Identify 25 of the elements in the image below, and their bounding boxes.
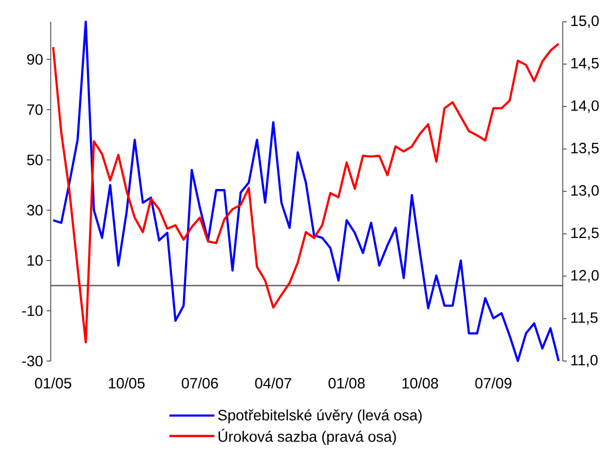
x-tick-label: 10/05 xyxy=(108,378,145,388)
y2-tick-label: 11,5 xyxy=(571,312,598,325)
y-tick-label: -30 xyxy=(22,356,43,366)
legend-label: Spotřebitelské úvěry (levá osa) xyxy=(218,409,422,424)
y-tick-label: -10 xyxy=(22,305,43,316)
y2-tick-label: 13,5 xyxy=(571,142,599,156)
y2-tick-label: 13,0 xyxy=(571,185,599,198)
x-tick-label: 10/08 xyxy=(402,378,438,388)
y2-tick-label: 12,5 xyxy=(571,228,599,240)
x-tick-label: 07/06 xyxy=(182,378,218,388)
x-tick-label: 04/07 xyxy=(255,378,292,388)
y-tick-label: 30 xyxy=(27,204,43,216)
x-tick-label: 07/09 xyxy=(475,378,512,388)
x-tick-label: 01/05 xyxy=(35,378,72,388)
legend-label: Úroková sazba (pravá osa) xyxy=(218,428,396,445)
y2-tick-label: 11,0 xyxy=(571,354,598,368)
x-tick-label: 01/08 xyxy=(328,378,365,388)
y-tick-label: 70 xyxy=(27,104,43,115)
y2-tick-label: 15,0 xyxy=(571,16,599,28)
y-tick-label: 90 xyxy=(27,54,43,65)
y-tick-label: 50 xyxy=(27,154,43,166)
y2-tick-label: 14,0 xyxy=(571,100,599,113)
y-tick-label: 10 xyxy=(28,255,43,266)
y2-tick-label: 14,5 xyxy=(571,58,599,70)
y2-tick-label: 12,0 xyxy=(571,270,599,282)
